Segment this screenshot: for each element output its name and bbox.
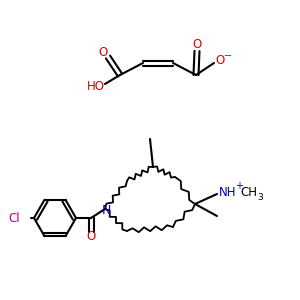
Text: O: O (98, 46, 108, 59)
Text: −: − (224, 51, 232, 61)
Text: O: O (86, 230, 96, 244)
Text: HO: HO (87, 80, 105, 94)
Text: NH: NH (219, 185, 237, 199)
Text: CH: CH (241, 187, 257, 200)
Text: 3: 3 (257, 194, 263, 202)
Text: O: O (215, 55, 225, 68)
Text: O: O (192, 38, 202, 50)
Text: +: + (235, 181, 243, 191)
Text: Cl: Cl (8, 212, 20, 224)
Text: N: N (101, 203, 111, 217)
